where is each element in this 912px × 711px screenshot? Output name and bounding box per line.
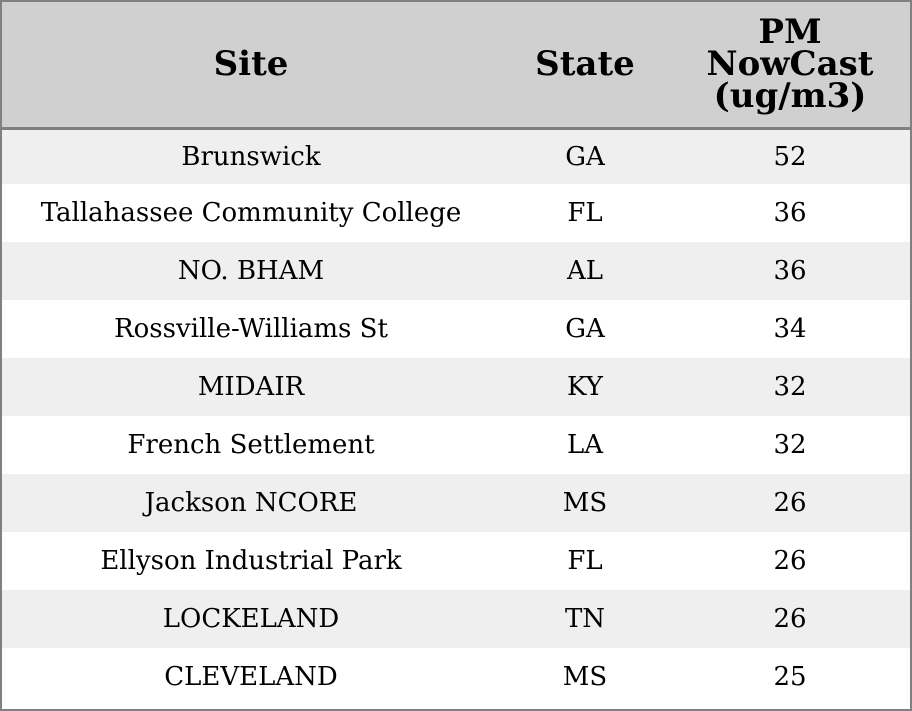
pm-nowcast-cell: 26: [773, 546, 807, 576]
state-cell: KY: [567, 372, 603, 402]
table-row: Jackson NCORE MS 26: [2, 474, 910, 532]
table-row: Brunswick GA 52: [2, 128, 910, 184]
table-row: CLEVELAND MS 25: [2, 648, 910, 706]
pm-nowcast-cell: 34: [773, 314, 807, 344]
table-row: French Settlement LA 32: [2, 416, 910, 474]
site-cell: Ellyson Industrial Park: [100, 546, 402, 576]
site-cell: Rossville-Williams St: [114, 314, 388, 344]
state-cell: GA: [565, 141, 605, 172]
site-cell: Brunswick: [181, 141, 321, 172]
state-cell: MS: [562, 662, 608, 692]
pm-nowcast-cell: 32: [773, 430, 807, 460]
state-cell: AL: [566, 256, 604, 286]
pm-nowcast-cell: 32: [773, 372, 807, 402]
site-cell: NO. BHAM: [177, 256, 325, 286]
site-cell: Tallahassee Community College: [40, 198, 462, 228]
pm-nowcast-cell: 36: [773, 198, 807, 228]
pm-nowcast-cell: 26: [773, 604, 807, 634]
site-cell: LOCKELAND: [162, 604, 340, 634]
table-row: MIDAIR KY 32: [2, 358, 910, 416]
site-cell: CLEVELAND: [164, 662, 338, 692]
table-row: Ellyson Industrial Park FL 26: [2, 532, 910, 590]
table-header: Site State PM NowCast (ug/m3): [2, 2, 910, 130]
column-header-site: Site: [2, 2, 500, 130]
table-row: NO. BHAM AL 36: [2, 242, 910, 300]
pm-nowcast-cell: 26: [773, 488, 807, 518]
column-header-pm-nowcast-label: PM NowCast (ug/m3): [706, 12, 874, 117]
site-cell: French Settlement: [127, 430, 375, 460]
state-cell: FL: [567, 198, 603, 228]
state-cell: GA: [565, 314, 605, 344]
site-cell: Jackson NCORE: [144, 488, 358, 518]
state-cell: MS: [562, 488, 608, 518]
column-header-pm-nowcast: PM NowCast (ug/m3): [670, 2, 910, 130]
table-row: LOCKELAND TN 26: [2, 590, 910, 648]
site-cell: MIDAIR: [197, 372, 305, 402]
state-cell: TN: [564, 604, 606, 634]
table-row: Rossville-Williams St GA 34: [2, 300, 910, 358]
pm-nowcast-cell: 36: [773, 256, 807, 286]
state-cell: LA: [566, 430, 604, 460]
header-row: Site State PM NowCast (ug/m3): [2, 2, 910, 130]
table-body: Brunswick GA 52 Tallahassee Community Colle…: [2, 128, 910, 706]
table-row: Tallahassee Community College FL 36: [2, 184, 910, 242]
state-cell: FL: [567, 546, 603, 576]
pm-nowcast-cell: 25: [773, 662, 807, 692]
pm-nowcast-cell: 52: [773, 141, 807, 172]
column-header-state: State: [500, 2, 670, 130]
